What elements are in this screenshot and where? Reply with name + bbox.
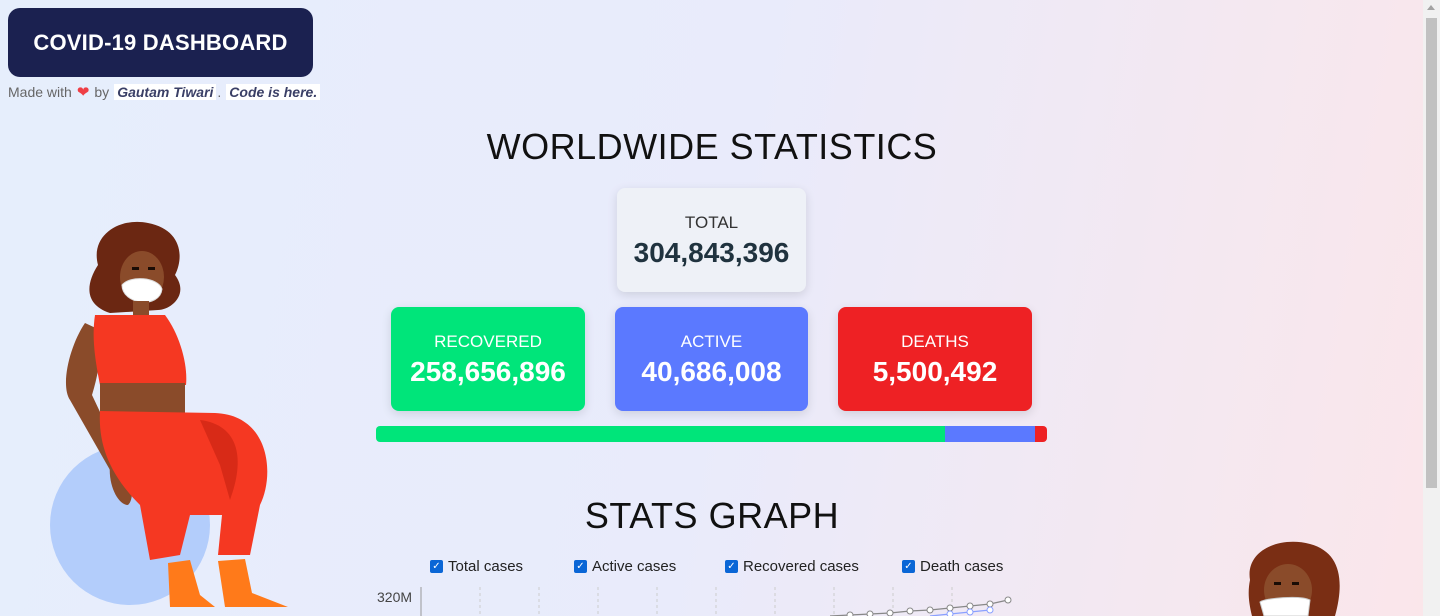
scrollbar[interactable] <box>1423 0 1440 616</box>
scrollbar-thumb[interactable] <box>1426 18 1437 488</box>
legend-total-cases[interactable]: ✓ Total cases <box>430 558 523 575</box>
stats-graph-canvas <box>420 587 1012 616</box>
deaths-card: DEATHS 5,500,492 <box>838 307 1032 411</box>
check-icon[interactable]: ✓ <box>430 560 443 573</box>
total-card: TOTAL 304,843,396 <box>617 188 806 292</box>
recovered-value: 258,656,896 <box>410 356 566 387</box>
check-icon[interactable]: ✓ <box>574 560 587 573</box>
credits-prefix: Made with <box>8 84 72 100</box>
recovered-segment <box>376 426 946 442</box>
credits-separator: . <box>217 84 222 100</box>
heart-icon: ❤ <box>76 84 90 101</box>
graph-legend: ✓ Total cases ✓ Active cases ✓ Recovered… <box>0 558 1424 578</box>
woman-sitting-illustration <box>50 221 288 607</box>
legend-recovered-cases[interactable]: ✓ Recovered cases <box>725 558 859 575</box>
author-link[interactable]: Gautam Tiwari <box>114 84 217 100</box>
recovered-cases-points <box>946 606 994 616</box>
active-label: ACTIVE <box>680 332 743 351</box>
worldwide-statistics-title: WORLDWIDE STATISTICS <box>486 126 938 167</box>
deaths-segment <box>1034 426 1047 442</box>
y-axis-tick-top: 320M <box>377 589 413 605</box>
active-card: ACTIVE 40,686,008 <box>615 307 808 411</box>
legend-label: Recovered cases <box>743 558 859 575</box>
case-distribution-bar <box>376 426 1047 442</box>
graph-gridlines <box>479 587 953 616</box>
scroll-up-arrow-icon[interactable] <box>1427 5 1435 10</box>
check-icon[interactable]: ✓ <box>725 560 738 573</box>
credits-line: Made with ❤ by Gautam Tiwari. Code is he… <box>8 83 321 101</box>
dashboard-title: COVID-19 DASHBOARD <box>33 29 288 55</box>
legend-active-cases[interactable]: ✓ Active cases <box>574 558 676 575</box>
total-cases-line <box>829 599 1009 616</box>
legend-label: Active cases <box>592 558 677 575</box>
total-value: 304,843,396 <box>633 237 790 268</box>
recovered-label: RECOVERED <box>434 332 542 351</box>
stats-graph-title: STATS GRAPH <box>584 495 840 536</box>
legend-death-cases[interactable]: ✓ Death cases <box>902 558 1003 575</box>
active-value: 40,686,008 <box>641 356 782 387</box>
legend-label: Total cases <box>448 558 524 575</box>
check-icon[interactable]: ✓ <box>902 560 915 573</box>
total-label: TOTAL <box>684 213 739 232</box>
recovered-cases-line <box>929 609 991 616</box>
total-cases-points <box>846 596 1012 616</box>
active-segment <box>945 426 1035 442</box>
woman-with-mask-illustration <box>1248 541 1340 616</box>
deaths-value: 5,500,492 <box>872 356 998 387</box>
deaths-label: DEATHS <box>901 332 969 351</box>
recovered-card: RECOVERED 258,656,896 <box>391 307 585 411</box>
legend-label: Death cases <box>920 558 1004 575</box>
credits-by: by <box>94 84 110 100</box>
code-link[interactable]: Code is here. <box>226 84 321 100</box>
dashboard-title-banner: COVID-19 DASHBOARD <box>8 8 313 77</box>
